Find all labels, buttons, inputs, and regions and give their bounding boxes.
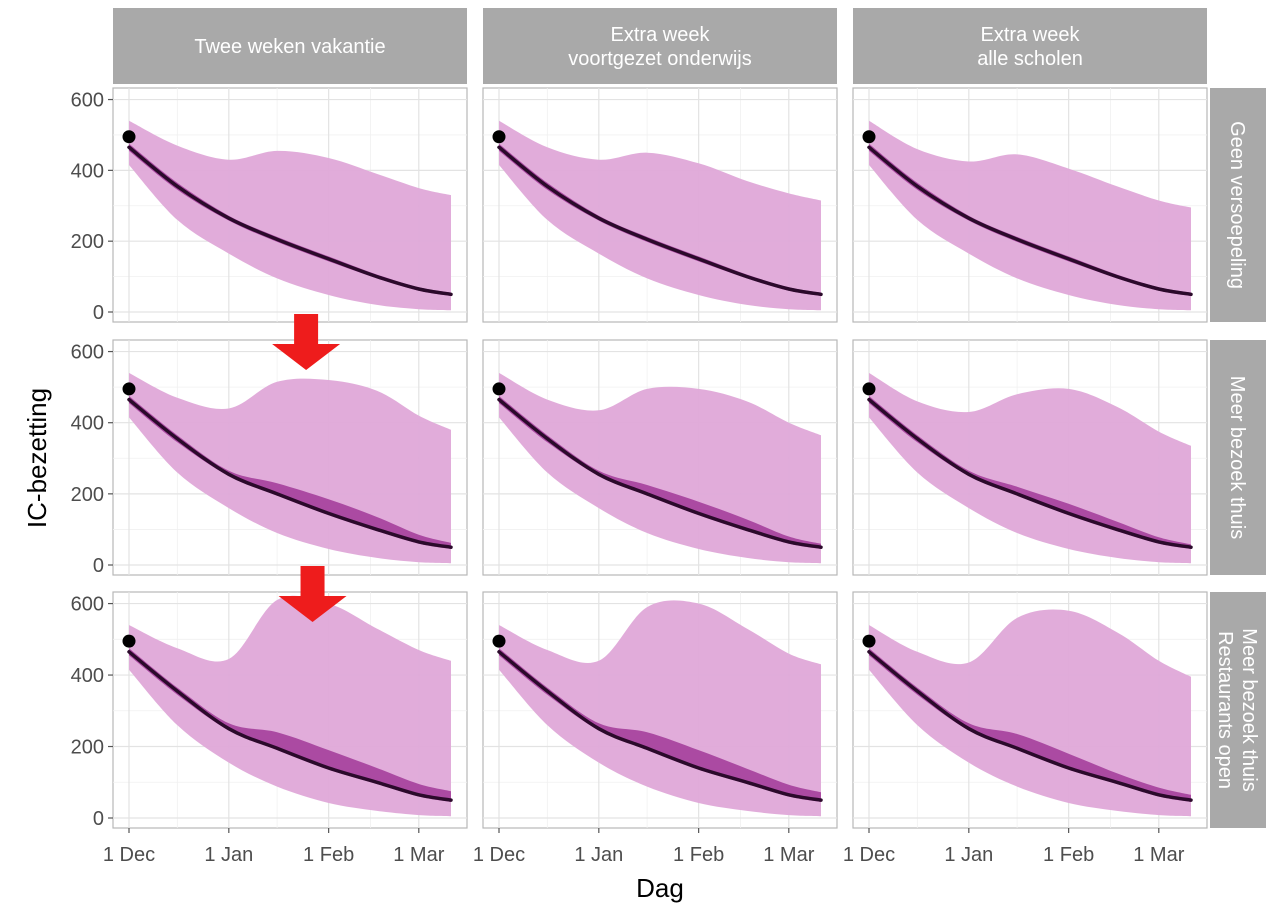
column-strip [853,8,1207,84]
y-tick-label: 600 [71,342,104,364]
panel-r2-c1 [482,591,838,829]
observed-point [862,382,876,396]
row-strip-label-group: Meer bezoek thuis [1226,376,1248,539]
median-line [497,397,823,549]
panel-r0-c0 [112,87,468,323]
uncertainty-band-wide [129,595,451,817]
uncertainty-band-wide [499,600,821,817]
uncertainty-band-wide [869,609,1191,817]
y-tick-label: 400 [71,160,104,182]
y-axis-title: IC-bezetting [22,388,52,528]
column-strip-label: Extra week alle scholen [977,24,1083,70]
x-tick-label: 1 Feb [1043,844,1094,866]
panel-r1-c1 [482,339,838,576]
row-strip-label-line: Meer bezoek thuis [1238,628,1260,791]
uncertainty-band-wide [499,120,821,311]
column-strip-label-line: Extra week [981,24,1081,46]
panel-r1-c2 [852,339,1208,576]
row-strip-label-line: Meer bezoek thuis [1226,376,1248,539]
uncertainty-band-wide [499,372,821,564]
panel-r0-c2 [852,87,1208,323]
y-tick-label: 0 [93,302,104,324]
row-strip-label: Meer bezoek thuis [1226,376,1248,539]
panel-r2-c2 [852,591,1208,829]
median-line [497,650,823,802]
x-tick-label: 1 Dec [473,844,525,866]
median-line [127,145,453,297]
observed-point [492,130,506,144]
y-tick-label: 200 [71,231,104,253]
y-axis-title-group: IC-bezetting [22,388,52,528]
median-line [127,650,453,802]
y-tick-label: 0 [93,555,104,577]
y-tick-label: 400 [71,413,104,435]
x-tick-label: 1 Mar [763,844,814,866]
x-tick-label: 1 Dec [843,844,895,866]
median-line [867,145,1193,297]
y-tick-label: 200 [71,484,104,506]
row-strip [1210,340,1266,575]
observed-point [122,634,136,648]
red-arrow-annotation [272,314,341,370]
column-strip-label-line: Extra week [611,24,711,46]
panel-r1-c0 [112,339,468,576]
y-tick-label: 600 [71,594,104,616]
x-tick-label: 1 Mar [1133,844,1184,866]
panel-r0-c1 [482,87,838,323]
x-axis-title: Dag [636,873,684,903]
y-tick-label: 400 [71,665,104,687]
column-strip [113,8,467,84]
y-tick-label: 200 [71,737,104,759]
panel-r2-c0 [112,591,468,829]
median-line [497,145,823,297]
uncertainty-band-wide [869,372,1191,564]
observed-point [862,130,876,144]
uncertainty-band-narrow [499,648,821,802]
observed-point [862,634,876,648]
x-tick-label: 1 Jan [944,844,993,866]
x-tick-label: 1 Feb [303,844,354,866]
row-strip-label: Geen versoepeling [1226,121,1248,289]
y-tick-label: 0 [93,808,104,830]
observed-point [122,130,136,144]
column-strip [483,8,837,84]
median-line [127,397,453,549]
uncertainty-band-wide [129,120,451,311]
x-tick-label: 1 Jan [574,844,623,866]
column-strip-label: Extra week voortgezet onderwijs [568,24,751,70]
observed-point [122,382,136,396]
observed-point [492,382,506,396]
x-tick-label: 1 Feb [673,844,724,866]
row-strip-label-line: Geen versoepeling [1226,121,1248,289]
median-line [867,650,1193,802]
row-strip-label-group: Geen versoepeling [1226,121,1248,289]
x-tick-label: 1 Jan [204,844,253,866]
row-strip [1210,592,1266,828]
observed-point [492,634,506,648]
row-strip-label: Meer bezoek thuisRestaurants open [1214,628,1260,791]
uncertainty-band-narrow [129,648,451,802]
column-strip-label-line: alle scholen [977,48,1083,70]
row-strip-label-group: Meer bezoek thuisRestaurants open [1214,628,1260,791]
row-strip [1210,88,1266,322]
median-line [867,397,1193,549]
x-tick-label: 1 Mar [393,844,444,866]
red-arrow-annotation [278,566,347,622]
column-strip-label-line: voortgezet onderwijs [568,48,751,70]
y-tick-label: 600 [71,90,104,112]
uncertainty-band-wide [869,120,1191,311]
x-tick-label: 1 Dec [103,844,155,866]
column-strip-label: Twee weken vakantie [194,36,385,58]
row-strip-label-line: Restaurants open [1214,631,1236,789]
